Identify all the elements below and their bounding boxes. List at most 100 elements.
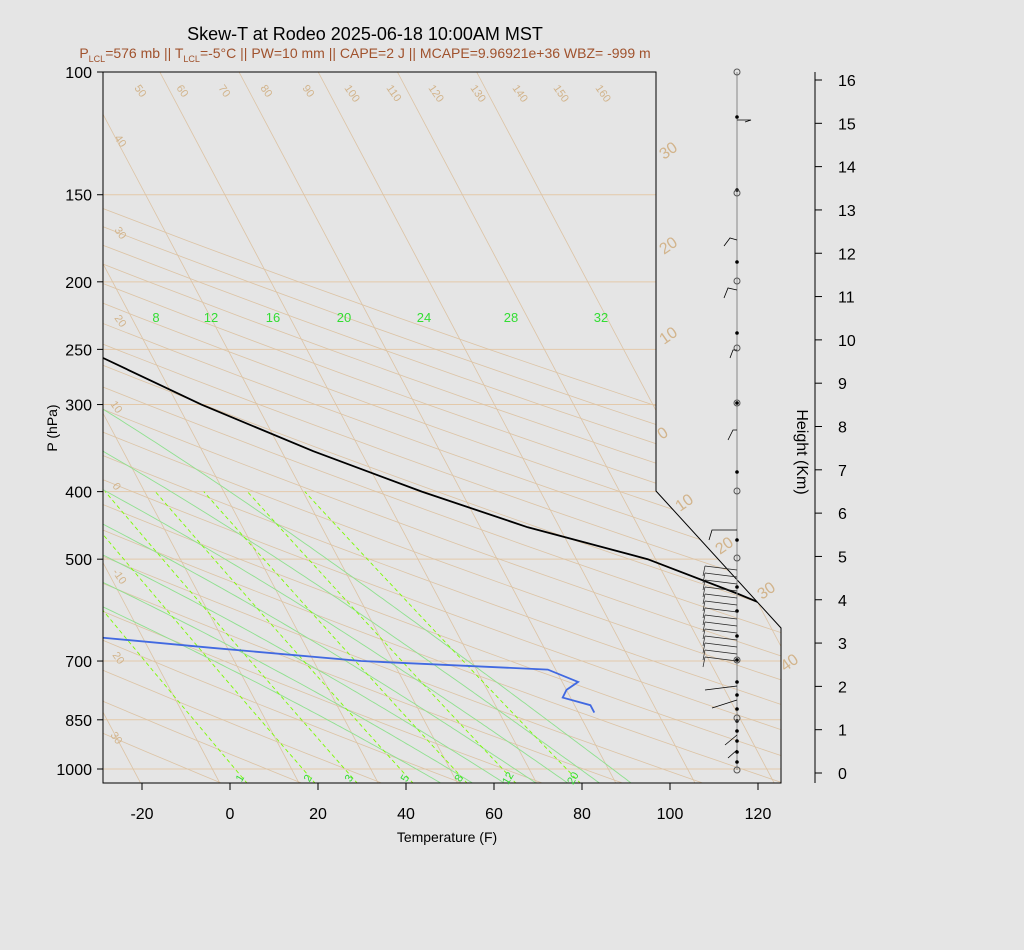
- isotherm-label: 30: [108, 730, 125, 747]
- dry-adiabat-line: [103, 72, 781, 783]
- isotherm-label: 30: [112, 225, 129, 242]
- dry-adiabat-line: [103, 72, 781, 783]
- wind-level-dot: [735, 538, 739, 542]
- wind-barb-flag: [702, 579, 706, 591]
- height-tick-label: 16: [838, 73, 856, 90]
- plot-background: [103, 72, 781, 783]
- height-axis-label: Height (Km): [793, 409, 810, 494]
- p-tick-label: 500: [65, 552, 92, 569]
- isotherm-label: 70: [216, 83, 233, 100]
- p-tick-label: 300: [65, 398, 92, 415]
- right-isotherm-label: 20: [713, 534, 737, 558]
- wind-barb: [708, 529, 737, 541]
- mixing-ratio-line: [247, 491, 517, 783]
- wind-barb: [704, 685, 738, 691]
- chart-subtitle: PLCL=576 mb || TLCL=-5°C || PW=10 mm || …: [0, 45, 730, 64]
- height-tick-label: 1: [838, 723, 847, 740]
- dry-adiabat-line: [103, 72, 781, 783]
- isotherm-label: 60: [174, 83, 191, 100]
- right-isotherm-label: 10: [673, 491, 697, 515]
- p-tick-label: 200: [65, 275, 92, 292]
- wind-barb: [704, 607, 738, 613]
- dry-adiabat-line: [103, 72, 706, 783]
- height-tick-label: 7: [838, 463, 847, 480]
- wind-barb: [724, 734, 738, 746]
- wind-calm-marker: [733, 344, 741, 352]
- dry-adiabat-line: [103, 72, 625, 783]
- dry-adiabat-line: [103, 72, 781, 783]
- mixing-ratio-label: 3: [343, 773, 356, 784]
- mixing-ratio-line: [103, 491, 248, 783]
- height-tick-label: 6: [838, 506, 847, 523]
- chart-title: Skew-T at Rodeo 2025-06-18 10:00AM MST: [187, 24, 543, 44]
- isotherm-label: 40: [112, 133, 129, 150]
- wind-level-dot: [735, 729, 739, 733]
- p-tick-label: 850: [65, 713, 92, 730]
- wind-level-dot: [735, 658, 739, 662]
- wind-barb-flag: [702, 642, 706, 654]
- moist-adiabat-line: [103, 310, 443, 783]
- wind-calm-marker: [733, 656, 741, 664]
- mixing-ratio-label: 8: [453, 773, 466, 784]
- wind-barb: [711, 699, 738, 709]
- wind-barb: [704, 649, 738, 655]
- height-tick-label: 3: [838, 636, 847, 653]
- wind-level-dot: [735, 115, 739, 119]
- wind-level-dot: [735, 609, 739, 613]
- p-tick-label: 250: [65, 342, 92, 359]
- dry-adiabat-line: [103, 72, 781, 783]
- x-tick-label: 60: [485, 806, 503, 823]
- x-tick-label: 80: [573, 806, 591, 823]
- p-tick-label: 400: [65, 485, 92, 502]
- mixing-ratio-label: 1: [234, 773, 247, 784]
- dry-adiabat-line: [103, 72, 781, 783]
- mixing-ratio-line: [104, 491, 359, 783]
- plcl-value: =576 mb || T: [105, 45, 184, 61]
- wind-barb-flag: [702, 572, 706, 584]
- wind-barb-flag: [702, 628, 706, 640]
- wind-barb-flag: [702, 593, 706, 605]
- height-tick-label: 15: [838, 116, 856, 133]
- wind-barb: [704, 572, 738, 578]
- mixing-ratio-label: 5: [399, 773, 412, 784]
- isotherm-line: [238, 72, 617, 783]
- x-tick-label: 120: [745, 806, 772, 823]
- wind-barb: [704, 565, 738, 571]
- wind-barb: [737, 119, 752, 123]
- height-tick-label: 13: [838, 203, 856, 220]
- wind-barb: [704, 642, 738, 648]
- right-isotherm-label: 20: [657, 234, 681, 258]
- p-tick-label: 100: [65, 65, 92, 82]
- isotherm-label: 50: [132, 83, 149, 100]
- wind-barb: [723, 237, 738, 247]
- moist-adiabat-label: 20: [337, 310, 351, 325]
- dry-adiabat-line: [103, 72, 781, 783]
- wind-calm-marker: [733, 714, 741, 722]
- height-tick-label: 2: [838, 679, 847, 696]
- height-tick-label: 9: [838, 376, 847, 393]
- plot-area: [103, 72, 781, 783]
- mixing-ratio-line: [304, 491, 582, 783]
- isotherm-line: [103, 72, 300, 783]
- x-tick-label: 0: [226, 806, 235, 823]
- isotherm-label: 20: [110, 650, 127, 667]
- wind-calm-marker: [733, 766, 741, 774]
- dry-adiabat-line: [103, 72, 224, 783]
- wind-calm-marker: [733, 68, 741, 76]
- isotherm-label: 0: [110, 481, 123, 493]
- wind-level-dot: [735, 260, 739, 264]
- plcl-symbol: P: [79, 45, 89, 61]
- x-tick-label: -20: [130, 806, 153, 823]
- right-isotherm-label: 0: [655, 424, 672, 443]
- right-isotherm-label: 10: [657, 324, 681, 348]
- moist-adiabat-line: [103, 310, 538, 783]
- wind-barb-flag: [702, 607, 706, 619]
- wind-barb: [704, 628, 738, 634]
- wind-barb: [723, 287, 738, 299]
- moist-adiabat-line: [103, 310, 601, 783]
- dry-adiabat-line: [103, 72, 781, 783]
- mixing-ratio-label: 2: [302, 773, 315, 784]
- wind-barb: [704, 614, 738, 620]
